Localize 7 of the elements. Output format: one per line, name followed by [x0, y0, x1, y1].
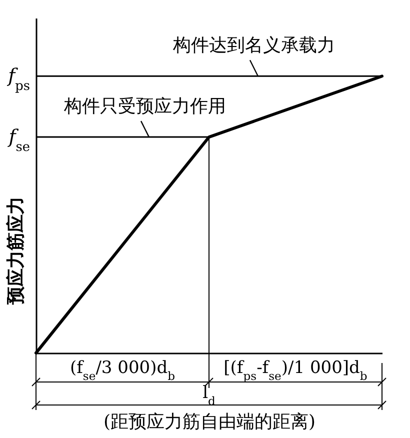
y-axis-title: 预应力筋应力 — [6, 196, 26, 306]
text: (f$_{se}$/3 000)d$_{b}$ — [70, 358, 176, 383]
ref-line-label: f$_{ps}$ — [6, 65, 30, 94]
x-axis-title: (距预应力筋自由端的距离) — [103, 412, 316, 432]
annotation: 构件达到名义承载力 — [172, 35, 335, 56]
annotation: 构件只受预应力作用 — [62, 96, 226, 118]
ref-line-label: f$_{se}$ — [6, 126, 30, 155]
